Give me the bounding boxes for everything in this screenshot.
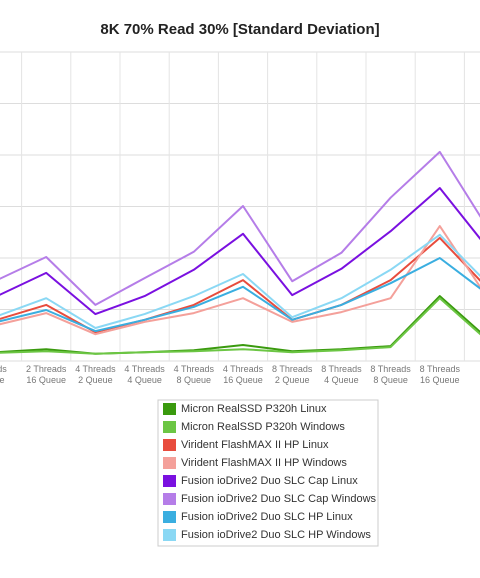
legend-swatch [163,475,176,487]
series-line [0,233,480,329]
x-tick-label-line: eue [0,375,5,385]
series-line [0,236,480,334]
series-line [0,150,480,306]
legend-label: Virident FlashMAX II HP Windows [181,457,347,469]
x-tick-label-line: eads [0,364,7,374]
x-tick-label: 4 Threads 2 Queue [75,364,116,385]
legend-label: Fusion ioDrive2 Duo SLC HP Windows [181,529,371,541]
x-tick-label-line: 16 Queue [26,375,66,385]
legend-swatch [163,529,176,541]
legend-swatch [163,511,176,523]
series-line [0,225,480,336]
legend-box [157,399,379,547]
legend-label: Micron RealSSD P320h Windows [181,421,345,433]
legend-label: Fusion ioDrive2 Duo SLC Cap Linux [181,475,358,487]
series-line [0,187,480,316]
x-tick-label-line: 8 Queue [177,375,212,385]
legend-label: Micron RealSSD P320h Linux [181,403,327,415]
x-tick-label-line: 2 Threads [26,364,67,374]
legend-label: Virident FlashMAX II HP Linux [181,439,329,451]
x-tick-label-line: 2 Queue [275,375,310,385]
x-tick-label: 8 Threads 4 Queue [321,364,362,385]
x-tick-label: 4 Threads 8 Queue [174,364,215,385]
x-tick-label-line: 8 Queue [373,375,408,385]
x-tick-label-line: 8 Threads [321,364,362,374]
legend-label: Fusion ioDrive2 Duo SLC Cap Windows [181,493,377,505]
x-tick-label: 8 Threads 8 Queue [370,364,411,385]
series-line [0,297,480,355]
x-tick-label: 8 Threads 16 Queue [420,364,461,385]
x-tick-label-line: 4 Threads [174,364,215,374]
x-tick-label-line: 4 Threads [124,364,165,374]
legend-swatch [163,493,176,505]
legend-swatch [163,439,176,451]
legend-swatch [163,457,176,469]
x-tick-label-line: 2 Queue [78,375,113,385]
x-tick-label-line: 8 Threads [420,364,461,374]
x-tick-label-line: 4 Threads [75,364,116,374]
x-tick-label: 2 Threads 16 Queue [26,364,67,385]
x-tick-label-line: 8 Threads [370,364,411,374]
legend-swatch [163,403,176,415]
x-tick-label-line: 4 Threads [223,364,264,374]
x-tick-label-line: 16 Queue [223,375,263,385]
x-tick-label: 4 Threads 4 Queue [124,364,165,385]
x-tick-label-line: 8 Threads [272,364,313,374]
x-tick-label: 8 Threads 2 Queue [272,364,313,385]
x-tick-label-line: 4 Queue [324,375,359,385]
x-tick-label: eadseue [0,364,7,385]
chart-title: 8K 70% Read 30% [Standard Deviation] [100,21,379,38]
series-line [0,257,480,333]
x-tick-label-line: 16 Queue [420,375,460,385]
legend-swatch [163,421,176,433]
legend-label: Fusion ioDrive2 Duo SLC HP Linux [181,511,353,523]
x-tick-label-line: 4 Queue [127,375,162,385]
x-tick-label: 4 Threads 16 Queue [223,364,264,385]
